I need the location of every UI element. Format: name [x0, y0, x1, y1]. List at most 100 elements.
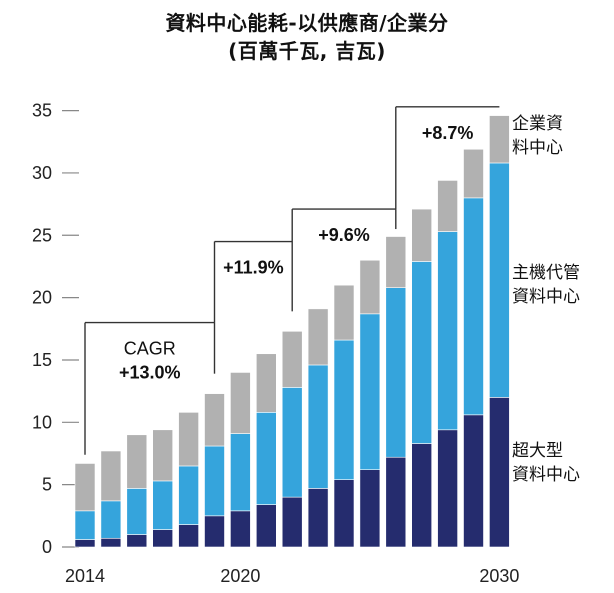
bar-2019 — [204, 393, 225, 548]
legend-label: 資料中心 — [512, 287, 580, 307]
bar-segment-2030-0 — [489, 397, 510, 548]
bar-segment-2021-2 — [255, 353, 277, 413]
y-axis: 0 5 10 15 20 25 30 35 — [32, 101, 79, 557]
legend-label: 主機代管 — [512, 263, 580, 283]
y-tick-label-35: 35 — [32, 101, 52, 121]
bar-2026 — [385, 236, 407, 548]
bar-segment-2014-1 — [74, 510, 96, 540]
bar-segment-2021-0 — [255, 504, 277, 548]
bar-segment-2027-1 — [411, 261, 433, 444]
bar-segment-2028-2 — [437, 180, 458, 232]
bar-segment-2029-0 — [463, 414, 484, 548]
x-tick-label-2014: 2014 — [65, 566, 105, 586]
bar-2027 — [411, 208, 433, 548]
bar-2017 — [152, 429, 173, 548]
cagr-value: +8.7% — [422, 123, 474, 143]
bar-segment-2029-1 — [463, 197, 484, 416]
bar-2014 — [74, 463, 96, 548]
bar-segment-2027-2 — [411, 208, 433, 262]
bar-segment-2025-1 — [359, 313, 381, 470]
bar-segment-2025-2 — [359, 259, 381, 315]
bar-segment-2024-0 — [333, 479, 355, 548]
bar-segment-2022-1 — [281, 387, 303, 498]
bar-segment-2019-2 — [204, 393, 225, 447]
cagr-bracket-3: +8.7% — [395, 106, 500, 210]
bar-segment-2023-2 — [307, 308, 329, 366]
y-tick-label-0: 0 — [42, 537, 52, 557]
y-tick-label-30: 30 — [32, 163, 52, 183]
cagr-label: CAGR — [124, 339, 176, 359]
cagr-brackets: CAGR +13.0% +11.9% +9.6% +8.7% — [84, 106, 500, 455]
legend-label: 超大型 — [512, 441, 563, 461]
bar-2028 — [437, 180, 458, 548]
bar-segment-2030-2 — [489, 115, 510, 164]
bar-segment-2015-0 — [100, 537, 122, 548]
bar-segment-2022-0 — [281, 496, 303, 548]
bar-segment-2019-0 — [204, 515, 225, 548]
bar-segment-2018-1 — [178, 465, 199, 525]
x-axis: 2014 2020 2030 — [65, 566, 519, 586]
cagr-value: +13.0% — [119, 363, 181, 383]
bar-segment-2014-0 — [74, 539, 96, 548]
bar-2024 — [333, 284, 355, 548]
cagr-value: +9.6% — [318, 225, 370, 245]
bar-2030 — [489, 115, 510, 548]
cagr-value: +11.9% — [223, 258, 284, 278]
bar-segment-2022-2 — [281, 330, 303, 388]
bar-2020 — [230, 372, 251, 548]
bar-segment-2020-1 — [230, 433, 251, 512]
bar-2015 — [100, 450, 122, 548]
bar-segment-2018-0 — [178, 524, 199, 548]
bar-segment-2023-1 — [307, 364, 329, 489]
x-tick-label-2030: 2030 — [479, 566, 519, 586]
bar-segment-2029-2 — [463, 148, 484, 199]
bar-segment-2017-2 — [152, 429, 173, 482]
bar-segment-2028-1 — [437, 231, 458, 431]
bar-2018 — [178, 412, 199, 548]
bar-2023 — [307, 308, 329, 548]
bar-segment-2018-2 — [178, 412, 199, 467]
bar-2016 — [126, 434, 148, 548]
legend-label: 料中心 — [512, 138, 563, 158]
bar-segment-2026-2 — [385, 236, 407, 288]
bar-2022 — [281, 330, 303, 548]
bar-segment-2017-1 — [152, 480, 173, 530]
bar-segment-2024-2 — [333, 284, 355, 341]
bar-segment-2027-0 — [411, 443, 433, 548]
x-tick-label-2020: 2020 — [220, 566, 260, 586]
bar-segment-2026-0 — [385, 456, 407, 548]
bar-segment-2015-2 — [100, 450, 122, 502]
cagr-bracket-2: +9.6% — [291, 208, 397, 245]
bar-segment-2017-0 — [152, 529, 173, 548]
bar-segment-2025-0 — [359, 469, 381, 548]
y-tick-label-5: 5 — [42, 475, 52, 495]
bar-segment-2026-1 — [385, 287, 407, 458]
bar-segment-2016-2 — [126, 434, 148, 489]
bar-segment-2030-1 — [489, 162, 510, 398]
y-tick-label-20: 20 — [32, 288, 52, 308]
bars — [74, 115, 510, 548]
chart-subtitle: (百萬千瓦, 吉瓦) — [228, 39, 386, 63]
cagr-bracket-1: +11.9% — [213, 240, 293, 323]
bar-segment-2020-0 — [230, 510, 251, 548]
bar-segment-2016-0 — [126, 534, 148, 548]
bar-segment-2020-2 — [230, 372, 251, 434]
bar-segment-2014-2 — [74, 463, 96, 512]
y-tick-label-10: 10 — [32, 412, 52, 432]
bar-segment-2028-0 — [437, 429, 458, 548]
bar-segment-2021-1 — [255, 412, 277, 505]
legend-label: 企業資 — [512, 114, 563, 134]
bar-2021 — [255, 353, 277, 548]
y-tick-label-15: 15 — [32, 350, 52, 370]
bar-segment-2023-0 — [307, 488, 329, 548]
bar-segment-2019-1 — [204, 445, 225, 517]
bar-segment-2016-1 — [126, 488, 148, 535]
bar-2029 — [463, 148, 484, 548]
y-tick-label-25: 25 — [32, 225, 52, 245]
bar-segment-2024-1 — [333, 339, 355, 480]
cagr-bracket-0: CAGR +13.0% — [84, 321, 216, 455]
